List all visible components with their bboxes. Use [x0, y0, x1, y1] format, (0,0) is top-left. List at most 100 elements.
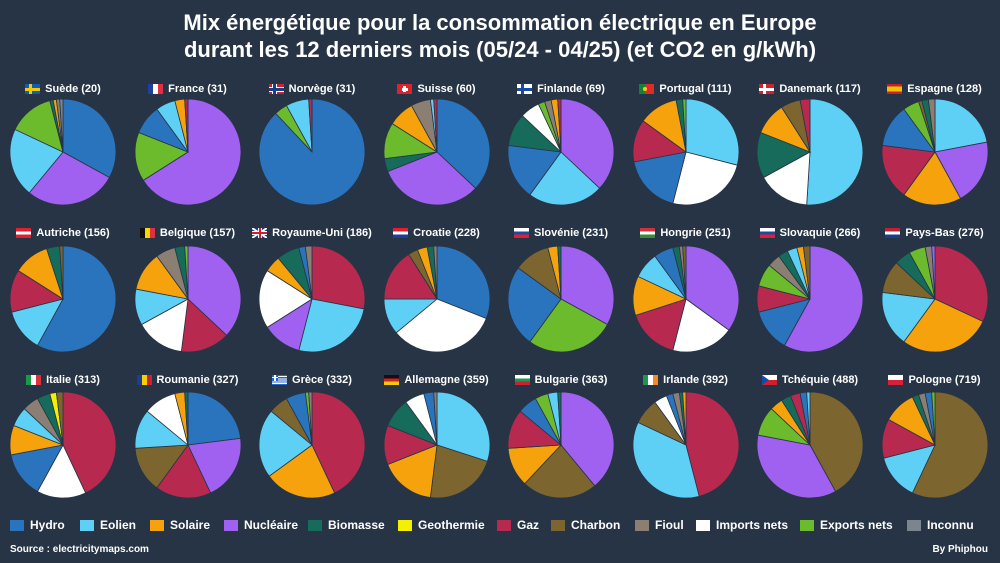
legend-label: Exports nets: [820, 518, 893, 532]
pie-slice-imports: [763, 151, 811, 206]
country-name: Grèce (332): [292, 374, 352, 386]
legend-label: Geothermie: [418, 518, 485, 532]
flag-icon: [26, 375, 42, 385]
legend-label: Fioul: [655, 518, 684, 532]
country-label: Grèce (332): [250, 373, 374, 387]
pie-chart: [632, 245, 739, 353]
pie-slice-solaire: [681, 391, 686, 446]
flag-icon: [761, 375, 777, 385]
pie-slice-gaz: [685, 391, 739, 497]
legend-item-gaz: Gaz: [497, 516, 539, 534]
country-name: Hongrie (251): [660, 227, 731, 239]
flag-icon: [640, 228, 656, 238]
flag-icon: [888, 375, 904, 385]
pie-chart: [134, 245, 241, 353]
pie-slice-nucleaire: [187, 245, 241, 336]
pie-slice-solaire: [268, 444, 336, 499]
flag-icon: [643, 375, 659, 385]
pie-slice-hydro: [36, 245, 117, 353]
flag-icon: [517, 84, 533, 94]
pie-chart: [134, 98, 241, 206]
pie-slice-nucleaire: [560, 98, 615, 189]
pie-slice-imports: [258, 270, 313, 328]
pie-chart: [383, 98, 490, 206]
pie-slice-biomasse: [183, 391, 188, 446]
pie-slice-exports: [930, 391, 935, 446]
legend-item-inconnu: Inconnu: [907, 516, 974, 534]
pie-slice-hydro: [436, 245, 490, 320]
country-label: Finlande (69): [499, 82, 623, 96]
pie-slice-solaire: [902, 151, 961, 206]
country-name: Portugal (111): [659, 83, 732, 95]
legend-swatch: [398, 519, 412, 531]
pie-chart: [756, 245, 864, 353]
legend-swatch: [80, 519, 94, 531]
pie-slice-charbon: [911, 391, 988, 499]
pie-slice-gaz: [557, 98, 562, 153]
author-credit: By Phiphou: [932, 544, 988, 555]
pie-slice-nucleaire: [560, 245, 615, 326]
country-label: Suisse (60): [375, 82, 499, 96]
legend-item-geothermie: Geothermie: [398, 516, 485, 534]
country-label: Belgique (157): [126, 226, 250, 240]
pie-slice-nucleaire: [756, 434, 837, 499]
pie-slice-gaz: [934, 245, 988, 323]
flag-icon: [397, 84, 413, 94]
pie-slice-imports: [140, 298, 188, 353]
source-credit: Source : electricitymaps.com: [10, 544, 149, 555]
country-name: Norvège (31): [288, 83, 356, 95]
country-name: Croatie (228): [413, 227, 480, 239]
legend-swatch: [308, 519, 322, 531]
country-name: Allemagne (359): [404, 374, 489, 386]
pie-slice-exports: [681, 98, 686, 153]
pie-chart: [507, 391, 615, 499]
pie-slice-nucleaire: [386, 151, 476, 206]
country-label: France (31): [126, 82, 250, 96]
pie-slice-fioul: [432, 245, 437, 300]
country-name: Roumanie (327): [156, 374, 239, 386]
pie-slice-hydro: [632, 151, 687, 204]
country-name: Bulgarie (363): [534, 374, 608, 386]
pie-slice-eolien: [685, 98, 739, 166]
country-label: Irlande (392): [624, 373, 748, 387]
pie-chart: [756, 98, 864, 206]
chart-title-line2: durant les 12 derniers mois (05/24 - 04/…: [183, 37, 817, 62]
legend-swatch: [551, 519, 565, 531]
pie-slice-charbon: [429, 444, 488, 499]
pie-slice-charbon: [681, 245, 686, 300]
country-label: Slovénie (231): [499, 226, 623, 240]
pie-slice-inconnu: [59, 98, 64, 153]
pie-slice-solaire: [902, 298, 983, 353]
pie-slice-gaz: [311, 245, 366, 310]
pie-grid: Suède (20) France (31) Norvège (31) Suisse …: [9, 82, 997, 499]
pie-slice-biomasse: [557, 245, 562, 300]
country-label: Tchéquie (488): [748, 373, 872, 387]
pie-slice-nucleaire: [142, 98, 241, 206]
legend-swatch: [10, 519, 24, 531]
flag-icon: [759, 84, 775, 94]
legend-item-fioul: Fioul: [635, 516, 684, 534]
pie-slice-nucleaire: [28, 151, 110, 206]
pie-slice-biomasse: [557, 391, 562, 446]
pie-slice-eolien: [258, 410, 313, 477]
country-name: Pologne (719): [908, 374, 981, 386]
pie-chart: [9, 98, 117, 206]
country-name: Tchéquie (488): [781, 374, 859, 386]
pie-slice-exports: [183, 245, 188, 300]
legend-swatch: [635, 519, 649, 531]
flag-icon: [514, 228, 529, 238]
legend-label: Nucléaire: [244, 518, 299, 532]
legend: Hydro Eolien Solaire Nucléaire Biomasse Geoth…: [0, 516, 1000, 534]
pie-slice-charbon: [524, 444, 596, 499]
country-label: Portugal (111): [624, 82, 748, 96]
flag-icon: [759, 228, 775, 238]
pie-slice-fioul: [308, 391, 313, 446]
pie-slice-imports: [671, 151, 738, 206]
pie-chart: [507, 98, 615, 206]
pie-slice-eolien: [298, 298, 365, 353]
flag-icon: [16, 228, 32, 238]
pie-slice-charbon: [802, 245, 811, 300]
pie-slice-charbon: [59, 245, 64, 300]
country-label: Allemagne (359): [375, 373, 499, 387]
country-label: Pologne (719): [873, 373, 997, 387]
